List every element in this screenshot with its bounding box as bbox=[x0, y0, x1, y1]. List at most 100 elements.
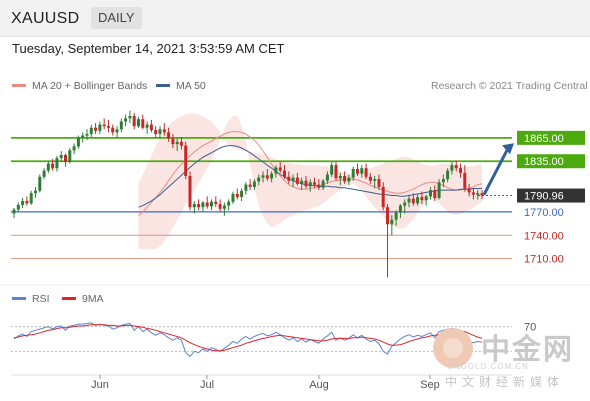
candle bbox=[231, 191, 235, 205]
candle bbox=[381, 182, 385, 211]
candle-body bbox=[167, 132, 171, 139]
x-tick-label: Jun bbox=[91, 379, 109, 391]
candle bbox=[124, 114, 128, 127]
candle bbox=[334, 162, 338, 181]
candle bbox=[235, 188, 239, 200]
candle bbox=[128, 110, 132, 124]
candle-body bbox=[467, 188, 471, 193]
candle bbox=[218, 199, 222, 212]
period-button[interactable]: DAILY bbox=[91, 7, 142, 29]
candle-body bbox=[334, 165, 338, 179]
legend-label: RSI bbox=[32, 293, 50, 305]
candle-body bbox=[390, 219, 394, 225]
candle-body bbox=[360, 168, 364, 174]
candle bbox=[403, 199, 407, 214]
candle bbox=[46, 161, 50, 173]
candle bbox=[424, 194, 428, 206]
candle bbox=[308, 179, 312, 192]
candle bbox=[441, 174, 445, 187]
candle bbox=[248, 179, 252, 191]
level-label-1790.96: 1790.96 bbox=[524, 191, 564, 203]
candle bbox=[411, 193, 415, 206]
candle-body bbox=[291, 177, 295, 181]
legend-swatch bbox=[12, 296, 26, 300]
candle-body bbox=[381, 186, 385, 208]
candle bbox=[201, 200, 205, 212]
level-tag-1790.96 bbox=[517, 188, 585, 203]
candle-body bbox=[450, 165, 454, 171]
candle bbox=[192, 200, 196, 214]
candle-body bbox=[192, 204, 196, 208]
candle-body bbox=[141, 119, 145, 128]
candle-body bbox=[373, 179, 377, 181]
candle-body bbox=[218, 204, 222, 209]
candle bbox=[394, 210, 398, 226]
candle-body bbox=[72, 146, 76, 151]
candle-body bbox=[34, 190, 37, 194]
candle-body bbox=[398, 205, 402, 213]
candle bbox=[119, 118, 123, 133]
candle-body bbox=[441, 179, 445, 183]
candle bbox=[94, 123, 98, 134]
candle-body bbox=[325, 174, 329, 181]
candle-body bbox=[274, 167, 278, 174]
watermark-name: 中金网 bbox=[481, 332, 575, 366]
candle-body bbox=[356, 169, 359, 174]
level-tag-1865.00 bbox=[517, 130, 585, 145]
level-label-1835.00: 1835.00 bbox=[524, 156, 564, 168]
candle-body bbox=[184, 145, 188, 176]
candle bbox=[398, 204, 402, 219]
candle bbox=[64, 153, 67, 167]
candle bbox=[325, 171, 329, 184]
candle-body bbox=[171, 138, 175, 145]
candle bbox=[154, 126, 158, 138]
candle-body bbox=[149, 124, 153, 131]
candle bbox=[373, 176, 377, 189]
candle-body bbox=[437, 182, 441, 198]
candle bbox=[145, 121, 149, 134]
rsi-series-rsi bbox=[13, 322, 483, 358]
candle bbox=[265, 169, 269, 181]
candle-body bbox=[364, 168, 368, 177]
candle bbox=[210, 199, 213, 211]
candle-body bbox=[407, 198, 411, 203]
candle bbox=[85, 129, 89, 141]
candle-body bbox=[64, 155, 67, 162]
candle-body bbox=[248, 184, 252, 187]
candle-body bbox=[102, 124, 106, 127]
candle-body bbox=[394, 212, 398, 220]
candle bbox=[356, 163, 359, 177]
candle-body bbox=[119, 121, 123, 130]
watermark: 中金网 CNGOLD.COM.CN 中文财经新媒体 bbox=[433, 326, 583, 389]
legend-ma50: MA 50 bbox=[156, 80, 206, 92]
candle-body bbox=[145, 124, 149, 128]
timestamp: Tuesday, September 14, 2021 3:53:59 AM C… bbox=[12, 41, 285, 56]
candle-body bbox=[59, 155, 63, 159]
candle-body bbox=[313, 182, 316, 185]
candle bbox=[42, 168, 46, 180]
candle-body bbox=[154, 130, 158, 134]
candle bbox=[459, 163, 462, 178]
candle bbox=[132, 112, 136, 130]
candle bbox=[407, 194, 411, 208]
forecast-arrow bbox=[482, 147, 510, 196]
candle-body bbox=[175, 141, 179, 145]
candle-body bbox=[12, 209, 16, 214]
candle bbox=[171, 133, 175, 148]
candle-body bbox=[446, 170, 450, 180]
candle-body bbox=[197, 204, 201, 208]
candle bbox=[158, 126, 162, 139]
candle bbox=[347, 174, 351, 186]
candle-body bbox=[257, 177, 261, 182]
candle-body bbox=[265, 175, 269, 179]
level-tag-1835.00 bbox=[517, 154, 585, 169]
candle-body bbox=[420, 197, 424, 201]
candle bbox=[351, 166, 355, 181]
candle-body bbox=[89, 127, 93, 134]
candle-body bbox=[158, 129, 162, 134]
candle-body bbox=[128, 116, 132, 119]
candle bbox=[205, 196, 209, 209]
candle bbox=[463, 165, 467, 192]
rsi-series-9ma bbox=[13, 324, 483, 352]
candle-body bbox=[162, 129, 166, 133]
